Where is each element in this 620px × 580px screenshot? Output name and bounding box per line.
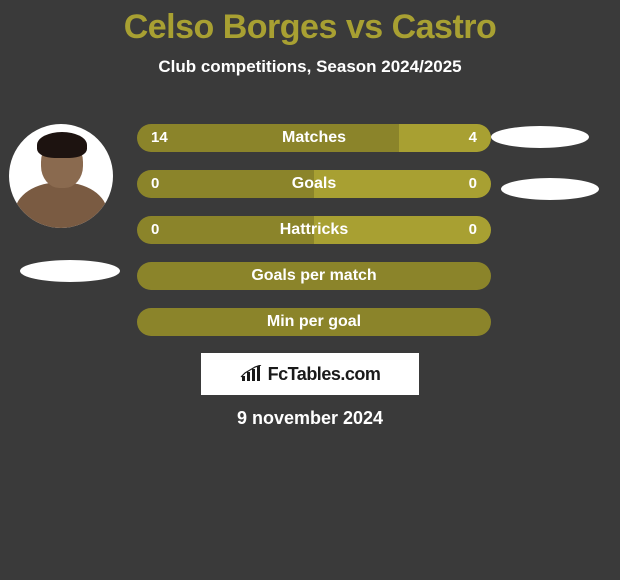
stats-bars: 14 Matches 4 0 Goals 0 0 Hattricks 0 Goa…	[137, 124, 491, 354]
club-logo-right	[501, 178, 599, 200]
stat-right-fill	[399, 124, 491, 152]
brand-box: FcTables.com	[201, 353, 419, 395]
date-text: 9 november 2024	[0, 408, 620, 429]
stat-row-matches: 14 Matches 4	[137, 124, 491, 152]
stat-left-value: 14	[151, 124, 168, 152]
stat-right-value: 0	[469, 216, 477, 244]
stat-left-fill	[137, 308, 491, 336]
stat-left-fill	[137, 216, 314, 244]
bar-chart-icon	[240, 365, 262, 383]
club-logo-left	[20, 260, 120, 282]
stat-right-value: 4	[469, 124, 477, 152]
root: Celso Borges vs Castro Club competitions…	[0, 0, 620, 580]
player-right-avatar	[491, 126, 589, 148]
stat-row-goals-per-match: Goals per match	[137, 262, 491, 290]
stat-left-fill	[137, 170, 314, 198]
stat-right-value: 0	[469, 170, 477, 198]
stat-row-min-per-goal: Min per goal	[137, 308, 491, 336]
stat-left-value: 0	[151, 216, 159, 244]
stat-left-fill	[137, 124, 399, 152]
stat-row-goals: 0 Goals 0	[137, 170, 491, 198]
stat-left-value: 0	[151, 170, 159, 198]
page-subtitle: Club competitions, Season 2024/2025	[0, 57, 620, 77]
stat-left-fill	[137, 262, 491, 290]
stat-right-fill	[314, 170, 491, 198]
brand-text: FcTables.com	[268, 364, 381, 385]
page-title: Celso Borges vs Castro	[0, 0, 620, 47]
player-left-avatar	[9, 124, 113, 228]
stat-right-fill	[314, 216, 491, 244]
stat-row-hattricks: 0 Hattricks 0	[137, 216, 491, 244]
